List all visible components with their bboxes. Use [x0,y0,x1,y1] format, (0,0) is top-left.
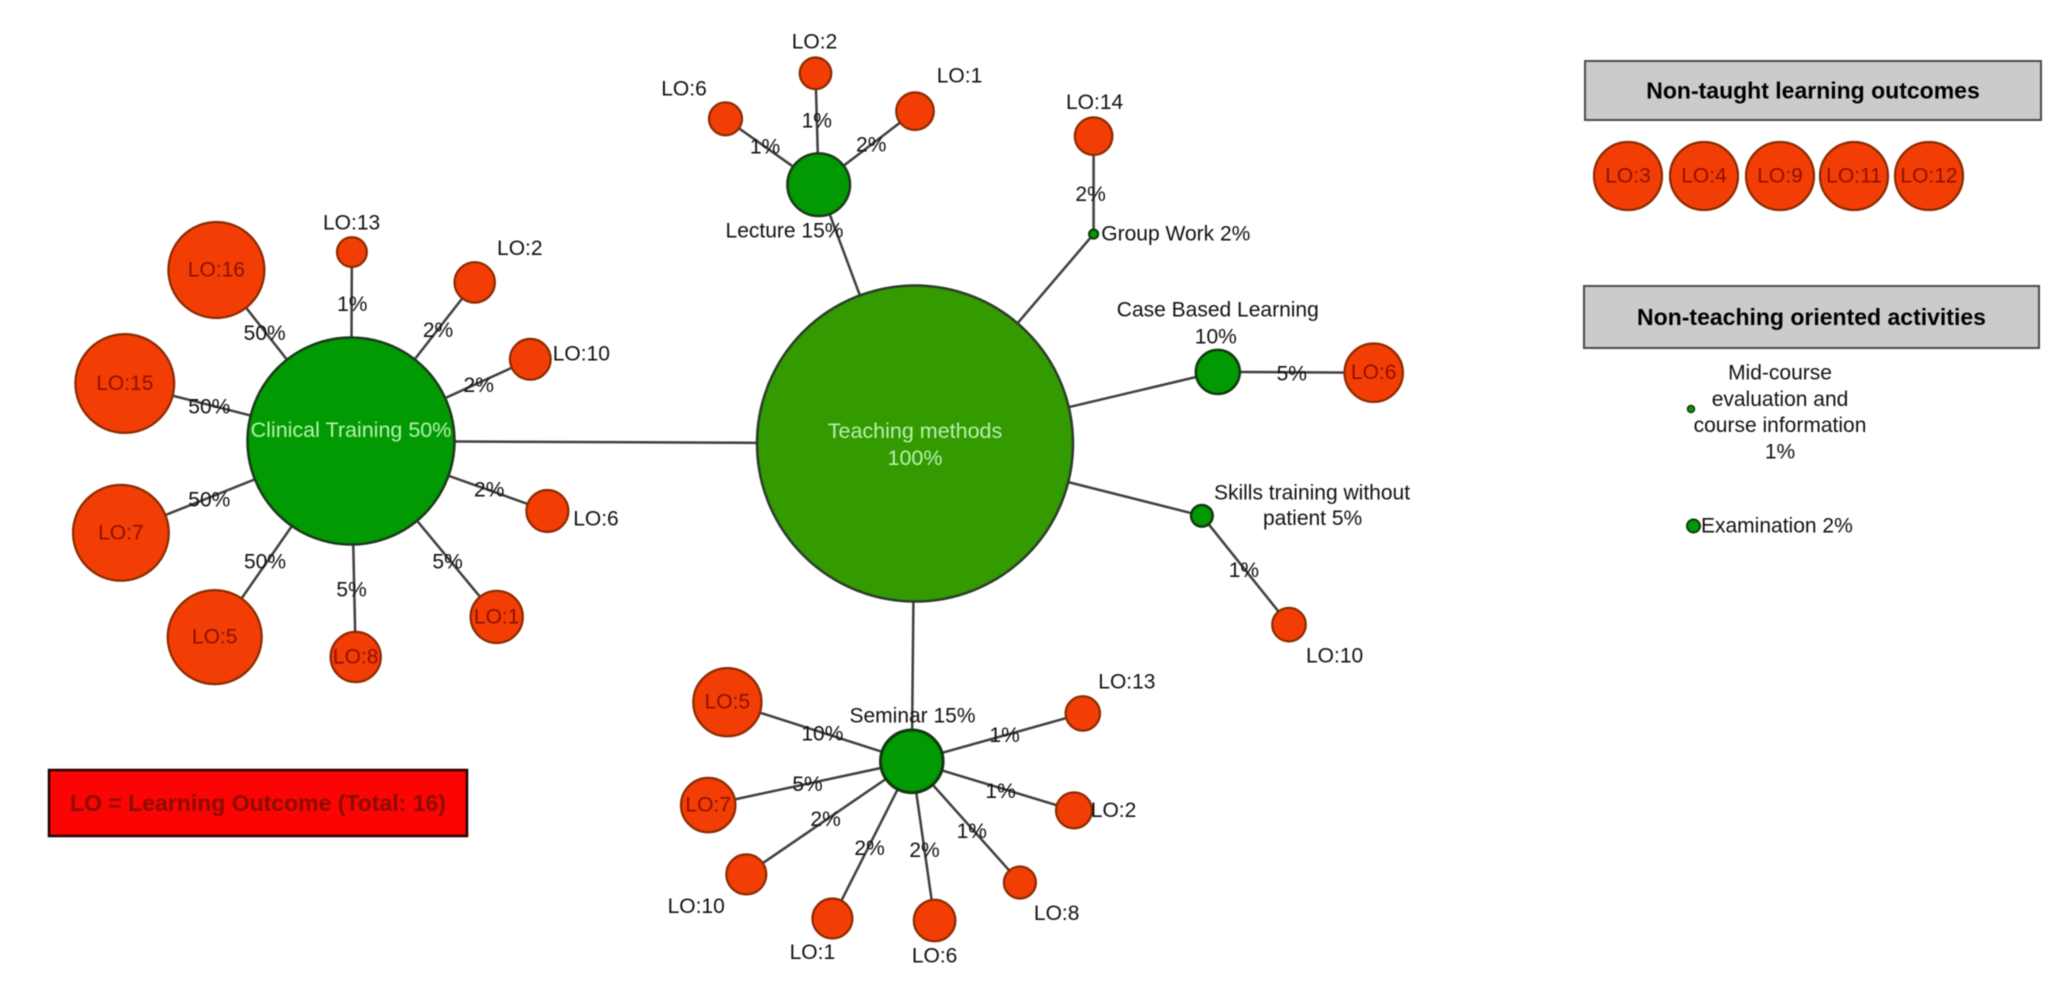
svg-text:LO:1: LO:1 [937,64,983,87]
svg-text:1%: 1% [985,780,1015,803]
svg-text:LO:1: LO:1 [790,941,836,964]
svg-text:50%: 50% [244,322,286,345]
svg-text:2%: 2% [464,374,494,397]
svg-text:1%: 1% [802,110,832,133]
svg-text:LO:15: LO:15 [96,372,153,395]
svg-text:Lecture 15%: Lecture 15% [726,220,844,243]
svg-text:Non-taught learning outcomes: Non-taught learning outcomes [1646,78,1980,104]
svg-text:10%: 10% [1195,326,1237,349]
svg-text:2%: 2% [810,808,840,831]
svg-text:2%: 2% [423,319,453,342]
svg-text:5%: 5% [1277,362,1307,385]
svg-text:LO:6: LO:6 [573,507,619,530]
svg-text:LO:12: LO:12 [1900,165,1957,188]
svg-text:50%: 50% [188,395,230,418]
svg-text:LO:7: LO:7 [685,794,731,817]
svg-text:LO:5: LO:5 [705,691,751,714]
svg-text:course information: course information [1694,414,1867,437]
svg-text:5%: 5% [792,773,822,796]
svg-text:LO:13: LO:13 [1098,671,1155,694]
svg-text:evaluation and: evaluation and [1712,388,1849,411]
svg-text:Teaching methods: Teaching methods [828,419,1003,443]
svg-text:LO:10: LO:10 [553,342,610,365]
svg-text:LO:2: LO:2 [792,31,838,54]
svg-text:LO:5: LO:5 [192,626,238,649]
svg-text:Seminar 15%: Seminar 15% [849,705,975,728]
svg-text:Clinical Training 50%: Clinical Training 50% [251,418,452,442]
svg-text:Case Based Learning: Case Based Learning [1117,299,1319,322]
svg-text:1%: 1% [989,724,1019,747]
svg-text:LO:10: LO:10 [1306,644,1363,667]
svg-text:LO:8: LO:8 [333,646,379,669]
svg-text:Skills training without: Skills training without [1214,482,1410,505]
svg-text:patient 5%: patient 5% [1263,507,1362,530]
svg-text:Mid-course: Mid-course [1728,362,1832,385]
svg-text:LO:2: LO:2 [497,237,543,260]
svg-text:1%: 1% [750,135,780,158]
svg-text:LO = Learning Outcome (Total:: LO = Learning Outcome (Total: 16) [70,790,446,816]
svg-text:2%: 2% [1075,183,1105,206]
svg-text:Non-teaching oriented activiti: Non-teaching oriented activities [1637,304,1986,330]
svg-text:2%: 2% [856,134,886,157]
svg-text:LO:8: LO:8 [1034,902,1080,925]
svg-text:10%: 10% [801,723,843,746]
svg-text:LO:10: LO:10 [668,895,725,918]
svg-text:LO:1: LO:1 [474,605,520,628]
svg-text:LO:9: LO:9 [1757,165,1803,188]
svg-text:Group Work 2%: Group Work 2% [1101,223,1250,246]
svg-text:Examination 2%: Examination 2% [1701,515,1853,538]
svg-text:100%: 100% [888,446,943,470]
svg-text:LO:16: LO:16 [188,259,245,282]
svg-text:LO:6: LO:6 [661,78,707,101]
svg-text:2%: 2% [474,479,504,502]
svg-text:1%: 1% [337,293,367,316]
svg-text:2%: 2% [909,839,939,862]
svg-text:LO:7: LO:7 [98,521,144,544]
svg-text:5%: 5% [336,579,366,602]
svg-text:LO:13: LO:13 [323,212,380,235]
svg-text:50%: 50% [244,551,286,574]
svg-text:LO:11: LO:11 [1826,165,1882,188]
svg-text:LO:14: LO:14 [1066,91,1124,114]
svg-text:1%: 1% [1229,559,1259,582]
svg-text:1%: 1% [1765,440,1795,463]
svg-text:LO:6: LO:6 [912,944,958,967]
svg-text:LO:6: LO:6 [1351,361,1397,384]
svg-text:5%: 5% [432,550,462,573]
svg-text:1%: 1% [957,820,987,843]
svg-text:50%: 50% [188,488,230,511]
svg-text:LO:2: LO:2 [1091,799,1137,822]
svg-text:2%: 2% [854,837,884,860]
svg-text:LO:3: LO:3 [1605,165,1651,188]
svg-text:LO:4: LO:4 [1681,165,1727,188]
